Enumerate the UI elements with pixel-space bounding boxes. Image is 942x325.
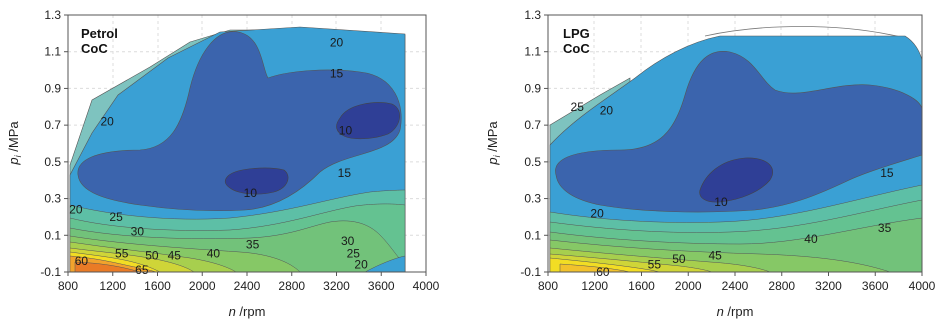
panel-lpg-y-tick-label: -0.1 <box>520 265 541 279</box>
panel-petrol-contour-label: 40 <box>207 247 221 261</box>
panel-lpg-x-tick-label: 3600 <box>862 279 889 293</box>
panel-petrol-contour-label: 30 <box>341 234 355 248</box>
panel-petrol-x-tick-label: 3200 <box>323 279 350 293</box>
panel-petrol-y-tick-label: 1.1 <box>44 45 61 59</box>
panel-lpg-contour-label: 50 <box>672 252 686 266</box>
panel-petrol-contour-label: 50 <box>145 248 159 262</box>
panel-lpg-contour-label: 20 <box>590 206 604 220</box>
panel-petrol-contour-label: 15 <box>330 67 344 81</box>
petrol-region-right-20 <box>364 255 406 273</box>
panel-petrol-contour-label: 10 <box>339 124 353 138</box>
panel-petrol-y-tick-label: 0.1 <box>44 228 61 242</box>
panel-lpg-x-axis-label: n /rpm <box>717 304 754 319</box>
panel-petrol-x-ticks: 800 1200 1600 2000 2400 2800 3200 3600 4000 <box>58 272 440 293</box>
panel-lpg-x-tick-label: 2000 <box>675 279 702 293</box>
panel-petrol-y-tick-label: 0.5 <box>44 155 61 169</box>
panel-lpg-y-tick-label: 0.7 <box>524 118 541 132</box>
panel-lpg-x-tick-label: 1600 <box>628 279 655 293</box>
panel-petrol-contour-label: 20 <box>100 114 114 128</box>
panel-petrol-contour-label: 45 <box>168 248 182 262</box>
panel-petrol-contour-label: 25 <box>109 210 123 224</box>
panel-petrol-contour-label: 20 <box>354 258 368 272</box>
panel-lpg-y-tick-label: 0.9 <box>524 81 541 95</box>
panel-petrol-x-tick-label: 2000 <box>189 279 216 293</box>
panel-petrol-contour-label: 20 <box>69 203 83 217</box>
panel-lpg-x-tick-label: 800 <box>538 279 558 293</box>
panel-lpg-x-tick-label: 4000 <box>909 279 936 293</box>
panel-lpg-contour-label: 55 <box>648 258 662 272</box>
panel-petrol-x-tick-label: 2800 <box>278 279 305 293</box>
panel-lpg-contour-label: 20 <box>600 103 614 117</box>
panel-lpg-contour-label: 35 <box>878 221 892 235</box>
panel-petrol-contour-label: 60 <box>75 254 89 268</box>
panel-lpg-contour-label: 40 <box>804 232 818 246</box>
panel-lpg-y-tick-label: 1.3 <box>524 8 541 22</box>
panel-lpg-contour-label: 10 <box>714 195 728 209</box>
panel-lpg-contour-label: 25 <box>571 100 585 114</box>
panel-lpg-x-tick-label: 2400 <box>722 279 749 293</box>
panel-petrol-contour-label: 55 <box>115 247 129 261</box>
panel-petrol-contour-label: 30 <box>131 225 145 239</box>
panel-lpg-x-tick-label: 3200 <box>815 279 842 293</box>
panel-petrol-y-tick-label: -0.1 <box>40 265 61 279</box>
panel-lpg-y-tick-label: 0.5 <box>524 155 541 169</box>
panel-petrol-x-tick-label: 1200 <box>99 279 126 293</box>
panel-lpg-x-ticks: 800 1200 1600 2000 2400 2800 3200 3600 4000 <box>538 272 936 293</box>
panel-petrol-contour-label: 20 <box>330 36 344 50</box>
panel-petrol-contour-label: 25 <box>347 247 361 261</box>
panel-lpg-title: LPG <box>563 26 590 41</box>
panel-petrol-y-axis-label: pi /MPa <box>6 121 23 166</box>
panel-petrol-contour-label: 65 <box>135 263 149 277</box>
panel-petrol-x-tick-label: 1600 <box>144 279 171 293</box>
lpg-region-15 <box>555 50 923 213</box>
panel-petrol-y-tick-label: 0.9 <box>44 81 61 95</box>
petrol-region-10-core-b <box>224 167 289 195</box>
panel-petrol-title: Petrol <box>81 26 118 41</box>
panel-petrol-contour-label: 10 <box>244 186 258 200</box>
panel-lpg-y-ticks: -0.1 0.1 0.3 0.5 0.7 0.9 1.1 1.3 <box>520 8 548 279</box>
panel-lpg-y-axis-label: pi /MPa <box>485 121 502 166</box>
panel-petrol-x-tick-label: 3600 <box>368 279 395 293</box>
petrol-region-10-core-a <box>336 102 400 140</box>
panel-petrol-y-tick-label: 0.3 <box>44 192 61 206</box>
lpg-region-10 <box>699 157 774 203</box>
panel-lpg-y-tick-label: 1.1 <box>524 45 541 59</box>
panel-petrol-contour-label: 15 <box>338 166 352 180</box>
panel-petrol-y-ticks: -0.1 0.1 0.3 0.5 0.7 0.9 1.1 1.3 <box>40 8 68 279</box>
panel-petrol-x-tick-label: 4000 <box>413 279 440 293</box>
panel-lpg-x-tick-label: 1200 <box>581 279 608 293</box>
lpg-outer-envelope <box>704 26 906 39</box>
panel-lpg-contour-label: 15 <box>880 166 894 180</box>
panel-lpg-y-tick-label: 0.1 <box>524 228 541 242</box>
panel-lpg-contour-fills <box>549 26 923 273</box>
panel-lpg-y-tick-label: 0.3 <box>524 192 541 206</box>
panel-petrol-x-axis-label: n /rpm <box>229 304 266 319</box>
panel-petrol-y-tick-label: 0.7 <box>44 118 61 132</box>
panel-petrol-contour-label: 35 <box>246 237 260 251</box>
panel-petrol-subtitle: CoC <box>81 41 108 56</box>
panel-petrol-x-tick-label: 800 <box>58 279 78 293</box>
panel-lpg-contour-label: 45 <box>708 248 722 262</box>
panel-lpg-x-tick-label: 2800 <box>768 279 795 293</box>
petrol-region-10 <box>77 31 402 212</box>
panel-lpg-subtitle: CoC <box>563 41 590 56</box>
panel-petrol-contour-fills <box>69 26 406 273</box>
panel-petrol-x-tick-label: 2400 <box>234 279 261 293</box>
panel-petrol-y-tick-label: 1.3 <box>44 8 61 22</box>
